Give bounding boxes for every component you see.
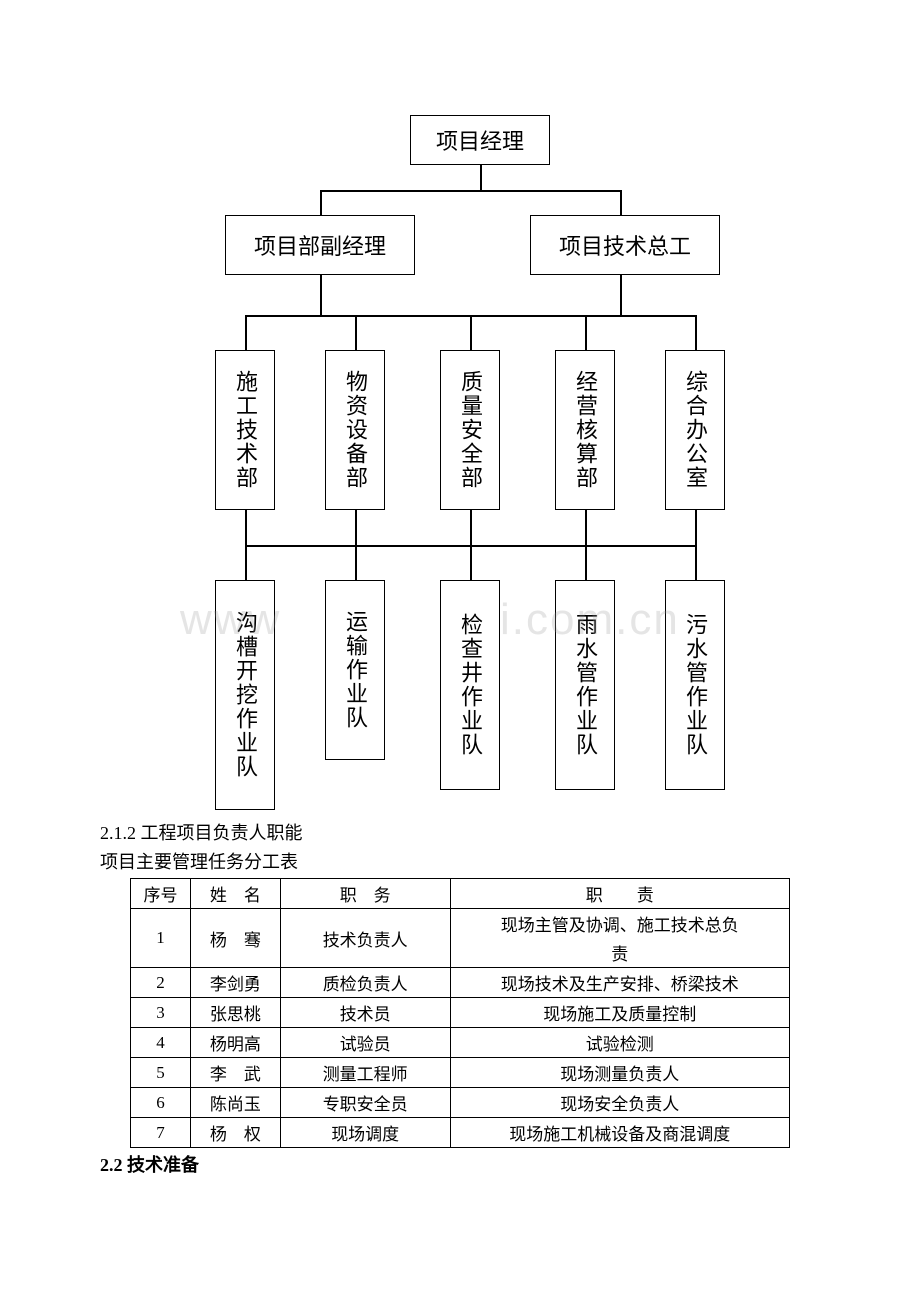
connector [245, 545, 247, 580]
table-row: 1杨 骞技术负责人现场主管及协调、施工技术总负 [131, 909, 790, 939]
cell-name: 李剑勇 [190, 968, 280, 998]
connector [320, 190, 322, 215]
node-team-1: 沟槽开挖作业队 [215, 580, 275, 810]
th-num: 序号 [131, 879, 191, 909]
cell-name: 陈尚玉 [190, 1088, 280, 1118]
table-row: 4杨明高试验员试验检测 [131, 1028, 790, 1058]
cell-name: 张思桃 [190, 998, 280, 1028]
cell-pos: 测量工程师 [280, 1058, 450, 1088]
cell-pos: 技术员 [280, 998, 450, 1028]
node-team-3: 检查井作业队 [440, 580, 500, 790]
cell-num: 3 [131, 998, 191, 1028]
connector [695, 315, 697, 350]
cell-num: 2 [131, 968, 191, 998]
cell-pos: 现场调度 [280, 1118, 450, 1148]
node-deputy: 项目部副经理 [225, 215, 415, 275]
table-row: 2李剑勇质检负责人现场技术及生产安排、桥梁技术 [131, 968, 790, 998]
cell-pos: 专职安全员 [280, 1088, 450, 1118]
cell-duty: 现场施工及质量控制 [450, 998, 789, 1028]
node-dept-1: 施工技术部 [215, 350, 275, 510]
connector [470, 545, 472, 580]
connector [355, 315, 357, 350]
th-pos: 职 务 [280, 879, 450, 909]
cell-name: 杨明高 [190, 1028, 280, 1058]
connector [620, 190, 622, 215]
connector [245, 315, 247, 350]
th-duty: 职 责 [450, 879, 789, 909]
connector [480, 165, 482, 190]
cell-name: 杨 权 [190, 1118, 280, 1148]
section-212: 2.1.2 工程项目负责人职能 [100, 820, 820, 847]
connector [695, 545, 697, 580]
connector [320, 275, 322, 315]
node-dept-4: 经营核算部 [555, 350, 615, 510]
connector [585, 510, 587, 545]
node-team-5: 污水管作业队 [665, 580, 725, 790]
node-pm: 项目经理 [410, 115, 550, 165]
table-header-row: 序号 姓 名 职 务 职 责 [131, 879, 790, 909]
cell-num: 6 [131, 1088, 191, 1118]
connector [245, 510, 247, 545]
node-team-4: 雨水管作业队 [555, 580, 615, 790]
node-dept-3: 质量安全部 [440, 350, 500, 510]
connector [470, 315, 472, 350]
personnel-table: 序号 姓 名 职 务 职 责 1杨 骞技术负责人现场主管及协调、施工技术总负责2… [130, 878, 790, 1148]
cell-duty: 现场施工机械设备及商混调度 [450, 1118, 789, 1148]
cell-duty: 现场技术及生产安排、桥梁技术 [450, 968, 789, 998]
cell-duty: 试验检测 [450, 1028, 789, 1058]
connector [695, 510, 697, 545]
cell-name: 杨 骞 [190, 909, 280, 968]
cell-duty: 现场安全负责人 [450, 1088, 789, 1118]
cell-num: 4 [131, 1028, 191, 1058]
connector [620, 275, 622, 315]
cell-num: 7 [131, 1118, 191, 1148]
node-dept-5: 综合办公室 [665, 350, 725, 510]
org-chart: 项目经理 项目部副经理 项目技术总工 施工技术部 物资设备部 质量安全部 经营核… [0, 0, 920, 820]
connector [355, 545, 357, 580]
th-name: 姓 名 [190, 879, 280, 909]
cell-num: 1 [131, 909, 191, 968]
cell-duty: 现场主管及协调、施工技术总负 [450, 909, 789, 939]
cell-duty: 现场测量负责人 [450, 1058, 789, 1088]
table-row: 7杨 权现场调度现场施工机械设备及商混调度 [131, 1118, 790, 1148]
cell-name: 李 武 [190, 1058, 280, 1088]
table-row: 5李 武测量工程师现场测量负责人 [131, 1058, 790, 1088]
connector [470, 510, 472, 545]
node-team-2: 运输作业队 [325, 580, 385, 760]
cell-duty: 责 [450, 938, 789, 968]
connector [585, 545, 587, 580]
cell-pos: 技术负责人 [280, 909, 450, 968]
table-caption: 项目主要管理任务分工表 [100, 849, 820, 876]
cell-num: 5 [131, 1058, 191, 1088]
table-row: 6陈尚玉专职安全员现场安全负责人 [131, 1088, 790, 1118]
cell-pos: 试验员 [280, 1028, 450, 1058]
node-dept-2: 物资设备部 [325, 350, 385, 510]
table-row: 3张思桃技术员现场施工及质量控制 [131, 998, 790, 1028]
connector [320, 190, 620, 192]
node-chief-eng: 项目技术总工 [530, 215, 720, 275]
section-22: 2.2 技术准备 [100, 1152, 820, 1179]
connector [585, 315, 587, 350]
cell-pos: 质检负责人 [280, 968, 450, 998]
connector [355, 510, 357, 545]
